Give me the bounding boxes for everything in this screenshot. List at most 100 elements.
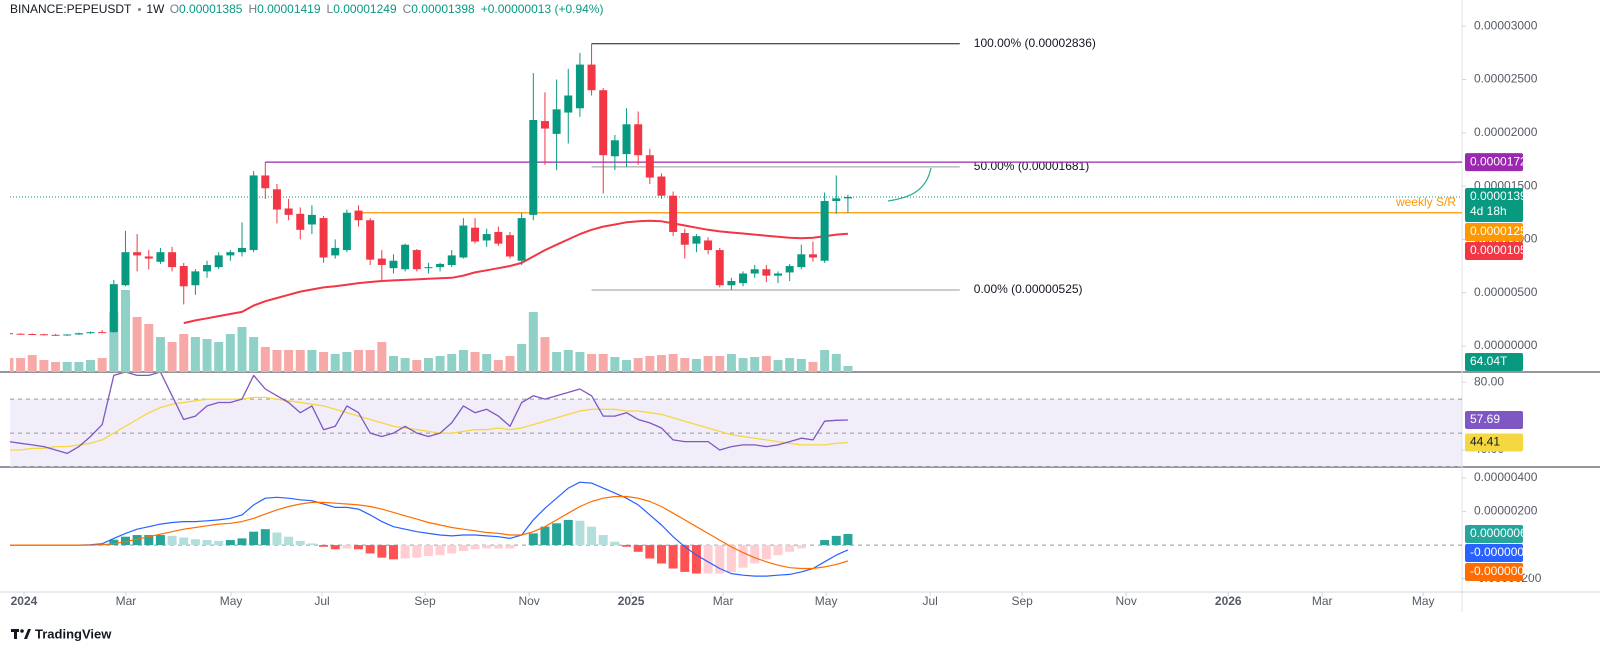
volume-bar [132, 316, 142, 372]
volume-bar [16, 358, 26, 372]
macd-histogram-bar [167, 535, 177, 546]
price-label: 0.00000066 [1470, 526, 1534, 540]
candle-body [214, 255, 223, 268]
x-tick-label: Mar [713, 594, 734, 608]
macd-histogram-bar [703, 545, 713, 574]
x-tick-label: May [1412, 594, 1435, 608]
volume-bar [412, 360, 422, 372]
macd-line [10, 481, 849, 577]
macd-histogram-bar [482, 545, 492, 549]
macd-line [10, 495, 849, 570]
macd-histogram-bar [796, 545, 806, 549]
candle-body [331, 247, 340, 256]
macd-histogram-bar [820, 540, 830, 546]
macd-histogram-bar [505, 545, 515, 549]
macd-histogram-bar [190, 539, 200, 546]
price-label-box [1465, 433, 1523, 452]
x-tick-label: May [815, 594, 838, 608]
candle-body [272, 189, 281, 210]
volume-bar [10, 358, 14, 372]
macd-histogram-bar [260, 529, 270, 546]
volume-bar [167, 342, 177, 372]
price-label-box [1465, 153, 1523, 172]
x-tick-label: May [220, 594, 243, 608]
candle-body [179, 266, 188, 287]
volume-bar [120, 290, 130, 372]
candle-body [447, 255, 456, 265]
macd-histogram-bar [120, 536, 130, 546]
candle-body [482, 234, 491, 241]
volume-bar [796, 358, 806, 372]
volume-bar [109, 312, 119, 372]
macd-histogram-bar [528, 533, 538, 546]
candle-body [237, 247, 246, 253]
x-tick-label: Jul [923, 594, 938, 608]
volume-bar [377, 342, 387, 372]
macd-histogram-bar [388, 545, 398, 560]
candle-body [39, 334, 48, 336]
volume-bar [668, 354, 678, 372]
price-label: 4d 18h [1470, 204, 1507, 218]
candle-body [529, 120, 538, 215]
candle-body [622, 124, 631, 155]
volume-bar [237, 327, 247, 372]
macd-histogram-bar [587, 526, 597, 546]
price-label-box [1465, 411, 1523, 430]
volume-bar [482, 354, 492, 372]
volume-bar [505, 355, 515, 372]
x-tick-label: Nov [1116, 594, 1137, 608]
candle-body [774, 273, 783, 276]
volume-bar [738, 358, 748, 372]
price-label: 57.69 [1470, 412, 1500, 426]
macd-histogram-bar [295, 540, 305, 546]
y-tick-label: 0.00000400 [1474, 470, 1538, 484]
x-tick-label: Nov [518, 594, 539, 608]
price-label-box [1465, 353, 1523, 371]
macd-histogram-bar [691, 545, 701, 574]
ohlc-value: 0.00001398 [411, 2, 475, 16]
macd-histogram-bar [458, 545, 468, 551]
candle-body [354, 210, 363, 221]
candle-body [471, 227, 480, 242]
macd-histogram-bar [622, 545, 632, 547]
price-label: 0.00001725 [1470, 154, 1534, 168]
y-tick-label: 0.00002000 [1474, 125, 1538, 139]
volume-bar [388, 355, 398, 372]
price-label-box [1465, 241, 1523, 260]
candle-body [133, 252, 142, 256]
candle-body [51, 334, 60, 336]
candle-body [424, 267, 433, 269]
candle-body [680, 233, 689, 245]
candle-body [657, 176, 666, 196]
macd-histogram-bar [470, 545, 480, 550]
x-tick-label: 2024 [11, 594, 38, 608]
volume-bar [435, 355, 445, 372]
ohlc-key: L [326, 2, 334, 16]
candle-body [191, 271, 200, 286]
macd-histogram-bar [831, 535, 841, 546]
rsi-line [10, 373, 848, 455]
candle-body [86, 332, 95, 334]
volume-bar [575, 352, 585, 372]
candle-body [785, 266, 794, 273]
candle-body [459, 225, 468, 258]
candle-body [249, 175, 258, 251]
volume-bar [319, 352, 329, 372]
volume-bar [62, 361, 72, 372]
macd-histogram-bar [330, 545, 340, 550]
macd-histogram-bar [319, 545, 329, 547]
sma-line [183, 219, 848, 325]
y-tick-label: 80.00 [1474, 374, 1504, 388]
y-tick-label: 0.00002500 [1474, 72, 1538, 86]
candle-body [121, 252, 130, 286]
candle-body [226, 252, 235, 256]
candle-body [307, 214, 316, 225]
volume-bar [190, 337, 200, 372]
candle-body [74, 333, 83, 335]
volume-bar [656, 355, 666, 372]
candle-body [366, 220, 375, 260]
candle-body [552, 109, 561, 134]
ohlc-value: 0.00001385 [179, 2, 243, 16]
macd-histogram-bar [155, 535, 165, 546]
